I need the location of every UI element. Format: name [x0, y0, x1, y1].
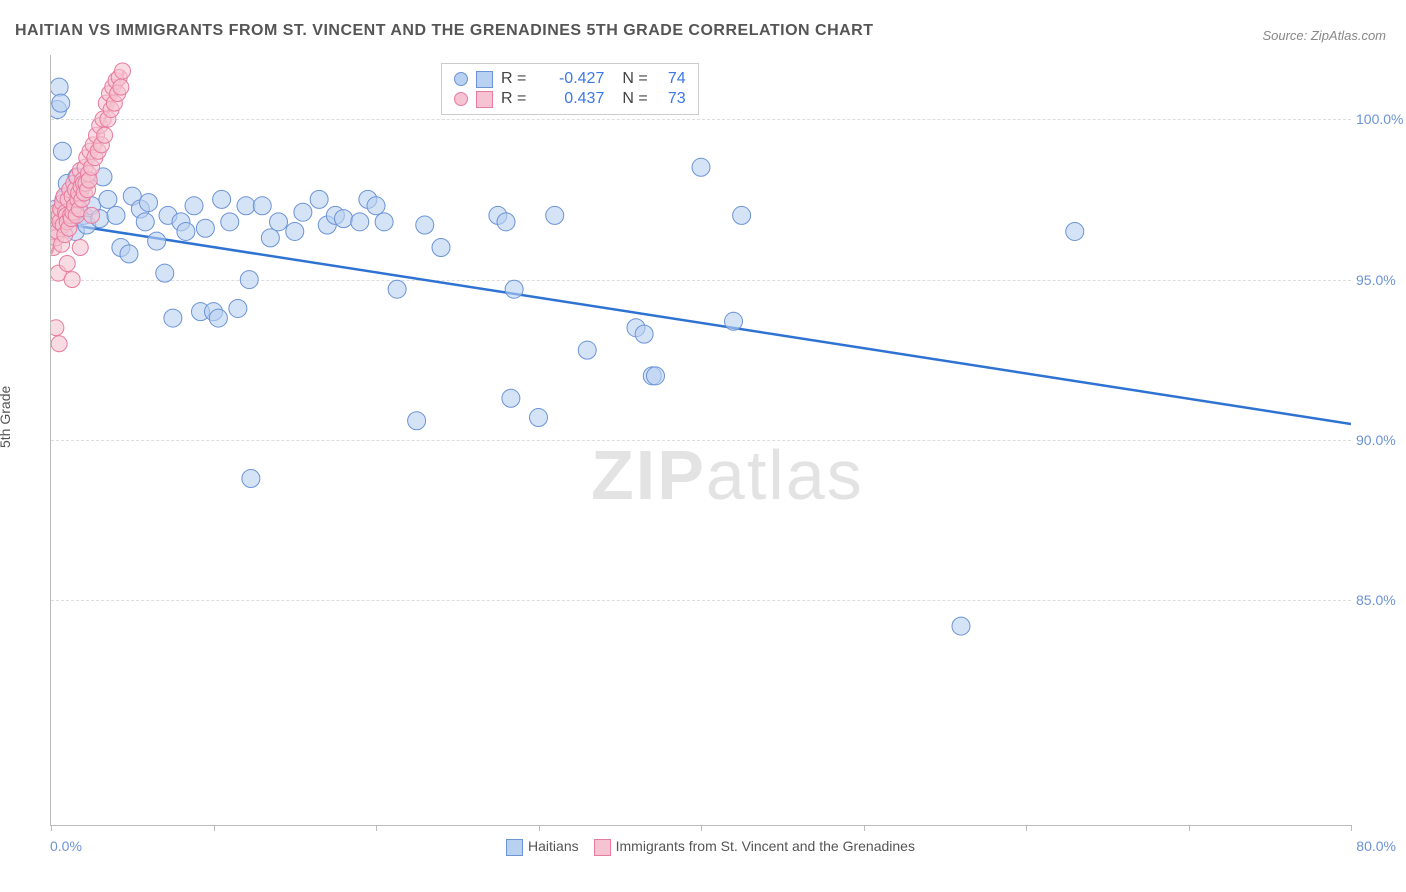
data-point [388, 280, 406, 298]
x-tick [1026, 825, 1027, 831]
data-point [221, 213, 239, 231]
data-point [213, 190, 231, 208]
n-value: 73 [656, 90, 686, 108]
x-tick [701, 825, 702, 831]
data-point [647, 367, 665, 385]
plot-svg [51, 55, 1351, 825]
x-tick [376, 825, 377, 831]
data-point [59, 256, 75, 272]
legend-label: Haitians [528, 838, 579, 854]
legend-square-icon [476, 71, 493, 88]
data-point [115, 63, 131, 79]
data-point [53, 142, 71, 160]
legend-square-icon [476, 91, 493, 108]
data-point [84, 207, 100, 223]
data-point [1066, 222, 1084, 240]
data-point [51, 320, 64, 336]
data-point [51, 78, 68, 96]
data-point [733, 206, 751, 224]
data-point [294, 203, 312, 221]
x-tick [51, 825, 52, 831]
n-value: 74 [656, 70, 686, 88]
data-point [196, 219, 214, 237]
data-point [546, 206, 564, 224]
correlation-row: R = 0.437 N = 73 [454, 90, 686, 108]
data-point [952, 617, 970, 635]
legend-label: Immigrants from St. Vincent and the Gren… [616, 838, 915, 854]
legend-swatch [594, 839, 611, 856]
data-point [502, 389, 520, 407]
data-point [148, 232, 166, 250]
correlation-row: R = -0.427 N = 74 [454, 70, 686, 88]
data-point [51, 336, 67, 352]
data-point [107, 206, 125, 224]
x-tick [539, 825, 540, 831]
data-point [120, 245, 138, 263]
plot-area: ZIPatlas R =-0.427N =74R =0.437N =73 85.… [50, 55, 1351, 826]
data-point [530, 409, 548, 427]
x-tick [214, 825, 215, 831]
x-tick [1351, 825, 1352, 831]
data-point [286, 222, 304, 240]
data-point [52, 94, 70, 112]
data-point [310, 190, 328, 208]
data-point [97, 127, 113, 143]
data-point [177, 222, 195, 240]
data-point [64, 272, 80, 288]
data-point [253, 197, 271, 215]
data-point [432, 239, 450, 257]
data-point [505, 280, 523, 298]
data-point [242, 470, 260, 488]
data-point [497, 213, 515, 231]
data-point [335, 210, 353, 228]
data-point [270, 213, 288, 231]
data-point [113, 79, 129, 95]
y-tick-label: 100.0% [1356, 111, 1406, 127]
y-axis-title: 5th Grade [0, 386, 13, 448]
data-point [375, 213, 393, 231]
x-tick [864, 825, 865, 831]
correlation-legend: R = -0.427 N = 74 R = 0.437 N = 73 [441, 63, 699, 115]
data-point [416, 216, 434, 234]
x-tick [1189, 825, 1190, 831]
y-tick-label: 85.0% [1356, 592, 1406, 608]
y-tick-label: 90.0% [1356, 432, 1406, 448]
data-point [164, 309, 182, 327]
n-label: N = [622, 90, 647, 108]
legend-swatch [506, 839, 523, 856]
chart-title: HAITIAN VS IMMIGRANTS FROM ST. VINCENT A… [15, 22, 874, 40]
data-point [237, 197, 255, 215]
r-label: R = [501, 70, 526, 88]
legend-circle-icon [454, 92, 468, 106]
data-point [351, 213, 369, 231]
data-point [136, 213, 154, 231]
legend-bottom: Haitians Immigrants from St. Vincent and … [0, 838, 1406, 856]
data-point [635, 325, 653, 343]
data-point [72, 240, 88, 256]
n-label: N = [622, 70, 647, 88]
data-point [240, 271, 258, 289]
r-value: -0.427 [534, 70, 604, 88]
data-point [578, 341, 596, 359]
r-value: 0.437 [534, 90, 604, 108]
data-point [229, 299, 247, 317]
data-point [692, 158, 710, 176]
data-point [99, 190, 117, 208]
source-label: Source: ZipAtlas.com [1262, 28, 1386, 43]
data-point [261, 229, 279, 247]
data-point [140, 194, 158, 212]
data-point [725, 312, 743, 330]
y-tick-label: 95.0% [1356, 272, 1406, 288]
data-point [185, 197, 203, 215]
data-point [367, 197, 385, 215]
trend-line [51, 222, 1351, 424]
r-label: R = [501, 90, 526, 108]
legend-circle-icon [454, 72, 468, 86]
data-point [156, 264, 174, 282]
data-point [209, 309, 227, 327]
data-point [408, 412, 426, 430]
